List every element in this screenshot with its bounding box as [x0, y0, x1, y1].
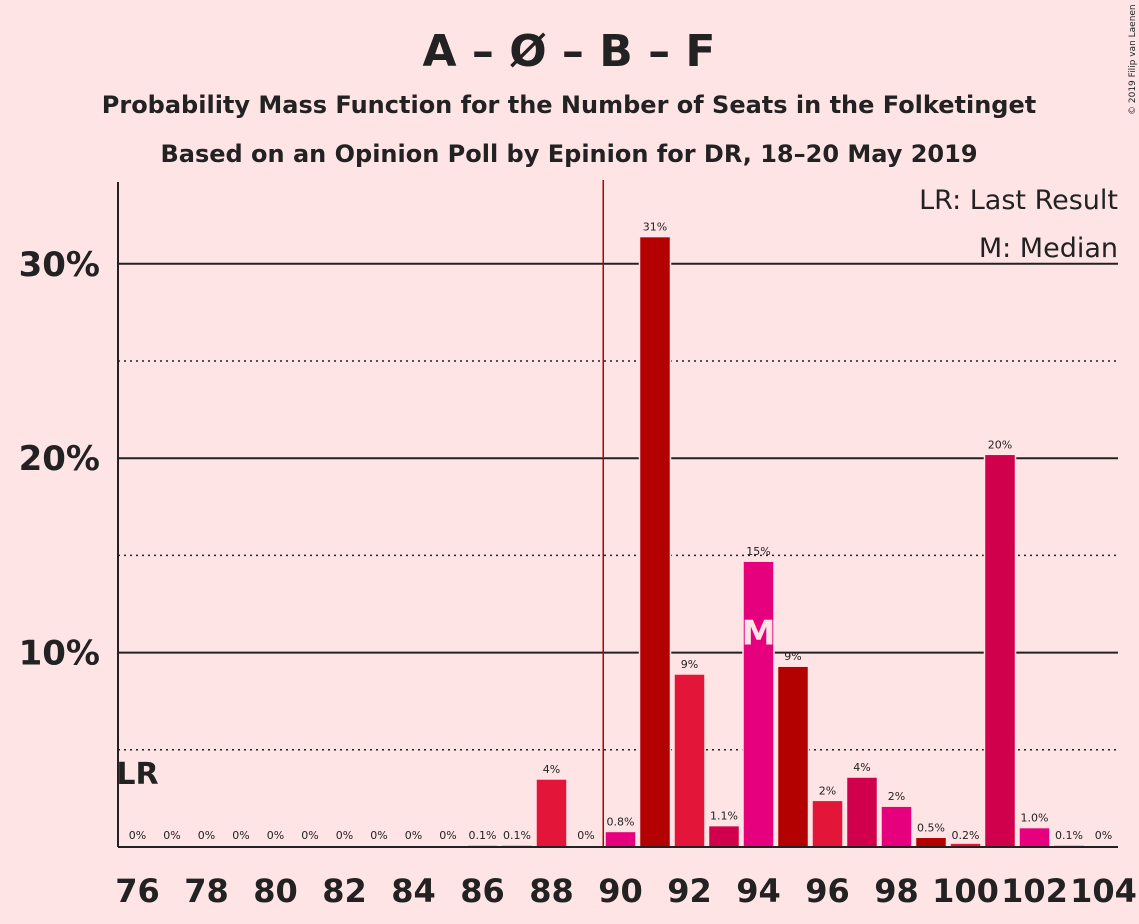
- x-tick-80: 80: [253, 872, 298, 910]
- bar-label-77: 0%: [163, 829, 180, 842]
- x-tick-labels: 76 78 80 82 84 86 88 90 92 94 96 98 100 102 104: [115, 872, 1137, 910]
- bar-label-97: 4%: [853, 761, 870, 774]
- bar-label-89: 0%: [577, 829, 594, 842]
- median-marker: M: [742, 614, 776, 654]
- copyright-text: © 2019 Filip van Laenen: [1128, 4, 1138, 115]
- bar-label-78: 0%: [198, 829, 215, 842]
- bar-label-90: 0.8%: [607, 815, 635, 828]
- bar-94: [742, 560, 775, 848]
- chart-subtitle-source: Based on an Opinion Poll by Epinion for …: [160, 140, 977, 168]
- bar-88: [535, 778, 568, 848]
- bar-label-79: 0%: [232, 829, 249, 842]
- bar-90: [604, 830, 637, 848]
- x-tick-102: 102: [1001, 872, 1068, 910]
- bar-label-99: 0.5%: [917, 821, 945, 834]
- bar-label-86: 0.1%: [469, 829, 497, 842]
- bar-label-98: 2%: [888, 790, 905, 803]
- y-tick-10: 10%: [19, 634, 100, 674]
- bar-98: [880, 805, 913, 848]
- bar-label-101: 20%: [988, 438, 1012, 451]
- chart-subtitle: Probability Mass Function for the Number…: [102, 91, 1036, 119]
- x-tick-90: 90: [598, 872, 643, 910]
- bar-label-103: 0.1%: [1055, 829, 1083, 842]
- bar-label-94: 15%: [746, 545, 770, 558]
- bar-label-76: 0%: [129, 829, 146, 842]
- bar-label-84: 0%: [405, 829, 422, 842]
- bar-label-96: 2%: [819, 784, 836, 797]
- y-tick-30: 30%: [19, 245, 100, 285]
- bar-label-91: 31%: [643, 221, 667, 234]
- bar-label-81: 0%: [301, 829, 318, 842]
- x-tick-98: 98: [874, 872, 919, 910]
- legend-median: M: Median: [979, 233, 1118, 264]
- bar-label-80: 0%: [267, 829, 284, 842]
- bar-label-93: 1.1%: [710, 810, 738, 823]
- bar-101: [983, 453, 1017, 848]
- x-tick-96: 96: [805, 872, 850, 910]
- x-tick-94: 94: [736, 872, 781, 910]
- bar-label-102: 1.0%: [1021, 812, 1049, 825]
- bar-93: [707, 824, 741, 848]
- markers: LR M: [116, 614, 775, 792]
- chart-title: A – Ø – B – F: [423, 26, 716, 77]
- bar-97: [845, 776, 879, 848]
- bar-labels: 0% 0% 0% 0% 0% 0% 0% 0% 0% 0% 0.1% 0.1% 4% 0% 0.8% 31% 9…: [129, 221, 1112, 842]
- bar-label-100: 0.2%: [952, 829, 980, 842]
- bar-label-85: 0%: [439, 829, 456, 842]
- bar-label-82: 0%: [336, 829, 353, 842]
- bar-label-87: 0.1%: [503, 829, 531, 842]
- bar-102: [1018, 826, 1051, 848]
- axes: [117, 182, 1118, 848]
- grid-lines: [118, 262, 1118, 751]
- last-result-marker: LR: [116, 757, 158, 792]
- x-tick-88: 88: [529, 872, 574, 910]
- x-tick-78: 78: [184, 872, 229, 910]
- x-tick-100: 100: [932, 872, 999, 910]
- bar-label-88: 4%: [543, 763, 560, 776]
- bar-label-104: 0%: [1095, 829, 1112, 842]
- x-tick-92: 92: [667, 872, 712, 910]
- bar-99: [914, 836, 948, 848]
- bar-92: [673, 673, 706, 848]
- bar-label-95: 9%: [784, 650, 801, 663]
- bar-label-83: 0%: [370, 829, 387, 842]
- x-tick-104: 104: [1070, 872, 1137, 910]
- bar-91: [638, 235, 672, 848]
- y-tick-20: 20%: [19, 439, 100, 479]
- y-tick-labels: 10% 20% 30%: [19, 245, 100, 674]
- bar-95: [776, 665, 810, 848]
- x-tick-76: 76: [115, 872, 160, 910]
- legend-last-result: LR: Last Result: [919, 185, 1118, 216]
- x-tick-84: 84: [391, 872, 436, 910]
- bar-96: [811, 799, 844, 848]
- x-tick-82: 82: [322, 872, 367, 910]
- bar-label-92: 9%: [681, 658, 698, 671]
- bars: [466, 235, 1086, 848]
- x-tick-86: 86: [460, 872, 505, 910]
